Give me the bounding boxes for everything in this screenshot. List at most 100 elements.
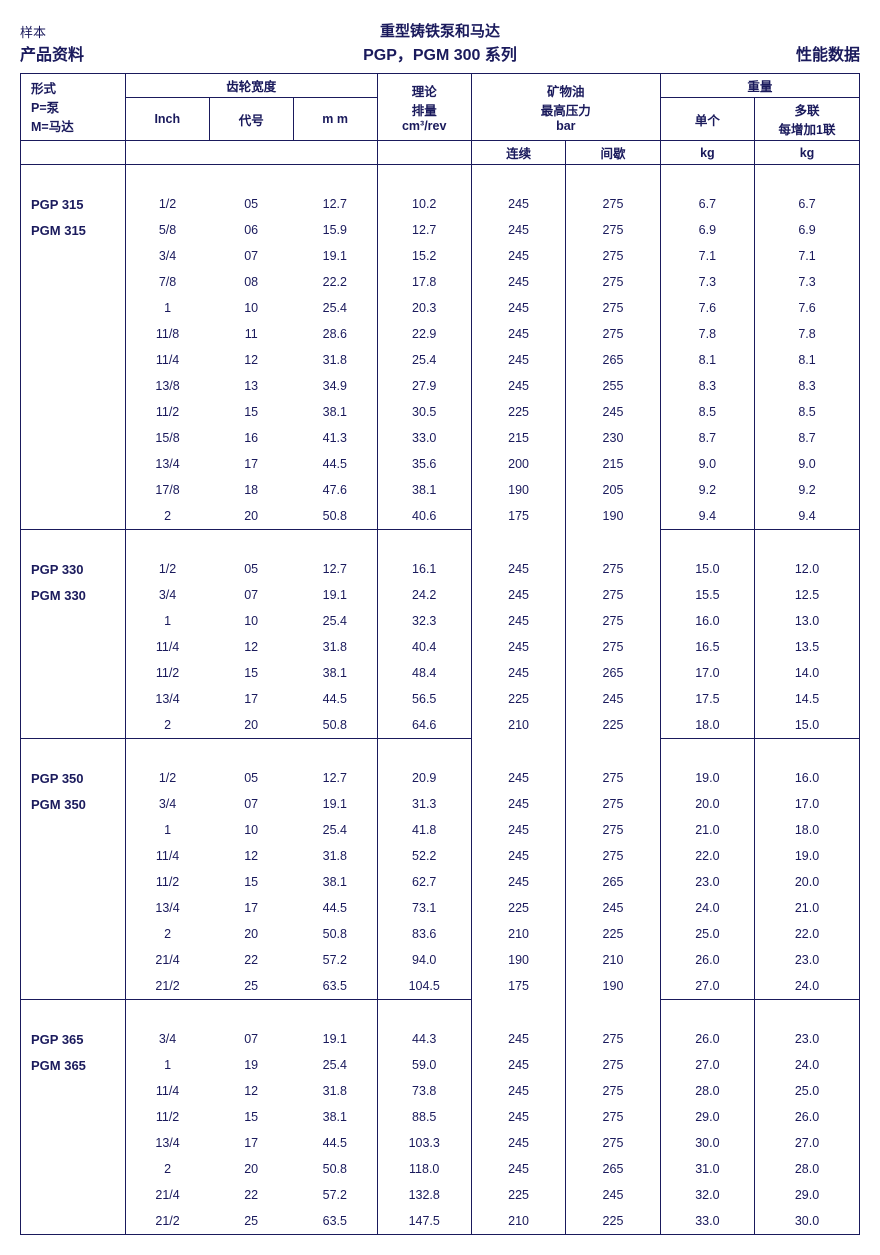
cell-int: 275 [566,634,660,660]
th-disp-l2: 排量 [412,104,437,118]
cell-cont: 225 [471,895,565,921]
cell-mm: 15.9 [293,217,377,243]
th-multi-l2: 每增加1联 [779,123,836,137]
table-row: 13/41744.573.122524524.021.0 [21,895,860,921]
cell-w2: 15.0 [755,712,860,739]
cell-w1: 31.0 [660,1156,754,1182]
cell-w1: 7.8 [660,321,754,347]
cell-mm: 50.8 [293,503,377,530]
th-code: 代号 [209,98,293,141]
table-row: 22050.8118.024526531.028.0 [21,1156,860,1182]
cell-inch: 11/4 [125,1078,209,1104]
cell-cont: 225 [471,399,565,425]
table-row: 15/81641.333.02152308.78.7 [21,425,860,451]
cell-w1: 32.0 [660,1182,754,1208]
cell-int: 205 [566,477,660,503]
cell-disp: 10.2 [377,191,471,217]
th-type-l3: M=马达 [31,120,74,134]
cell-type [21,1156,126,1182]
cell-cont: 245 [471,1052,565,1078]
cell-int: 265 [566,347,660,373]
cell-code: 10 [209,608,293,634]
cell-type [21,243,126,269]
cell-inch: 2 [125,712,209,739]
cell-code: 07 [209,1026,293,1052]
cell-int: 245 [566,895,660,921]
cell-disp: 44.3 [377,1026,471,1052]
header-center-bold: PGP，PGM 300 系列 [84,41,796,65]
cell-w2: 12.0 [755,556,860,582]
cell-inch: 1/2 [125,765,209,791]
cell-cont: 175 [471,503,565,530]
cell-type [21,608,126,634]
cell-type [21,295,126,321]
cell-disp: 56.5 [377,686,471,712]
cell-w2: 19.0 [755,843,860,869]
cell-disp: 59.0 [377,1052,471,1078]
cell-disp: 40.6 [377,503,471,530]
th-blank2 [125,141,209,165]
cell-w2: 8.3 [755,373,860,399]
cell-int: 275 [566,1130,660,1156]
cell-code: 12 [209,347,293,373]
cell-disp: 64.6 [377,712,471,739]
cell-mm: 28.6 [293,321,377,347]
cell-disp: 25.4 [377,347,471,373]
cell-type [21,269,126,295]
cell-w2: 29.0 [755,1182,860,1208]
cell-int: 275 [566,321,660,347]
cell-w1: 7.1 [660,243,754,269]
table-row: 21/42257.294.019021026.023.0 [21,947,860,973]
cell-disp: 20.3 [377,295,471,321]
cell-mm: 22.2 [293,269,377,295]
cell-inch: 17/8 [125,477,209,503]
cell-mm: 38.1 [293,399,377,425]
cell-w2: 9.0 [755,451,860,477]
cell-type [21,895,126,921]
cell-w2: 18.0 [755,817,860,843]
cell-type [21,451,126,477]
cell-code: 25 [209,973,293,1000]
cell-code: 19 [209,1052,293,1078]
th-weight: 重量 [660,74,859,98]
cell-disp: 118.0 [377,1156,471,1182]
cell-type: PGP 350 [21,765,126,791]
cell-disp: 35.6 [377,451,471,477]
cell-cont: 245 [471,634,565,660]
header-center: 重型铸铁泵和马达 PGP，PGM 300 系列 [84,20,796,65]
cell-int: 245 [566,399,660,425]
cell-type [21,973,126,1000]
cell-w2: 13.0 [755,608,860,634]
cell-w1: 33.0 [660,1208,754,1235]
cell-mm: 50.8 [293,1156,377,1182]
cell-mm: 50.8 [293,921,377,947]
cell-disp: 104.5 [377,973,471,1000]
cell-inch: 21/4 [125,1182,209,1208]
cell-w1: 8.7 [660,425,754,451]
cell-disp: 41.8 [377,817,471,843]
cell-code: 17 [209,1130,293,1156]
cell-w1: 27.0 [660,973,754,1000]
cell-int: 275 [566,1104,660,1130]
cell-w1: 22.0 [660,843,754,869]
cell-int: 190 [566,973,660,1000]
cell-code: 13 [209,373,293,399]
cell-mm: 19.1 [293,243,377,269]
cell-cont: 245 [471,817,565,843]
cell-int: 275 [566,243,660,269]
cell-type [21,634,126,660]
table-row: 7/80822.217.82452757.37.3 [21,269,860,295]
cell-inch: 11/4 [125,634,209,660]
cell-int: 255 [566,373,660,399]
cell-w2: 6.9 [755,217,860,243]
cell-disp: 73.1 [377,895,471,921]
cell-w1: 16.5 [660,634,754,660]
cell-code: 15 [209,660,293,686]
th-blank3 [209,141,293,165]
cell-type [21,425,126,451]
cell-disp: 88.5 [377,1104,471,1130]
cell-w1: 8.1 [660,347,754,373]
cell-disp: 33.0 [377,425,471,451]
cell-int: 275 [566,817,660,843]
cell-w2: 7.6 [755,295,860,321]
